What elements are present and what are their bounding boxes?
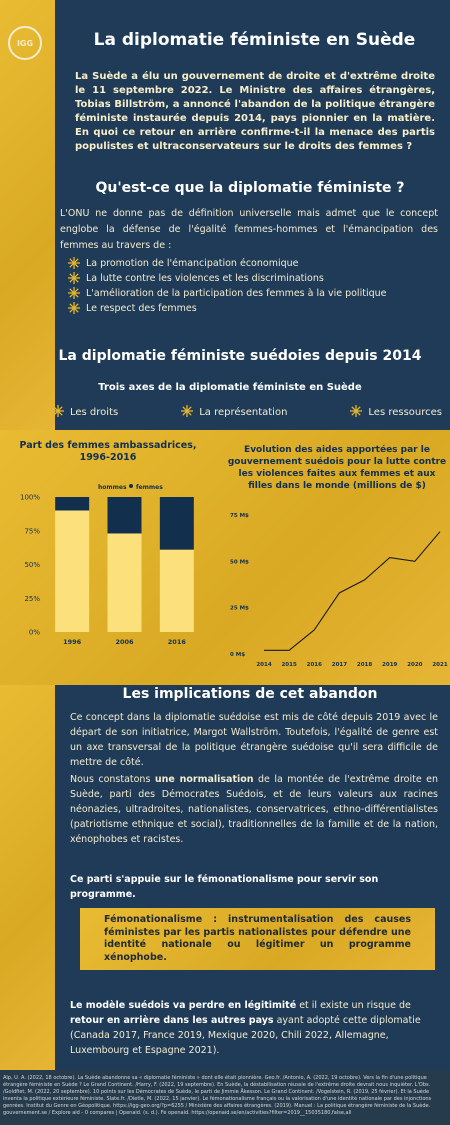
x-tick-label: 2019: [382, 662, 397, 668]
list-text: La lutte contre les violences et les dis…: [86, 273, 324, 284]
chart-title-line: les violences faites aux femmes et aux: [238, 469, 436, 479]
x-tick-label: 2018: [357, 662, 372, 668]
star-icon: [350, 405, 363, 417]
intro: La Suède a élu un gouvernement de droite…: [75, 71, 435, 152]
bar-segment: [159, 549, 194, 632]
y-tick-label: 25%: [24, 595, 40, 603]
legend-swatch: [129, 484, 133, 488]
chart-title: Evolution des aides apportées par le gouv…: [226, 444, 448, 492]
bar-segment: [159, 497, 194, 550]
list-text: Le respect des femmes: [86, 303, 197, 314]
star-icon: [52, 405, 64, 417]
legend-label: hommes: [98, 484, 127, 491]
bar-segment: [55, 497, 90, 511]
x-tick-label: 2021: [432, 662, 447, 668]
axis-text: Les ressources: [368, 407, 442, 418]
star-icon: [68, 287, 80, 299]
section-heading: Qu'est-ce que la diplomatie féministe ?: [95, 180, 405, 196]
chart-title-line: filles dans le monde (millions de $): [248, 481, 426, 491]
text: ayant adopté cette diplomatie (Canada 20…: [70, 1015, 421, 1056]
paragraph: L'ONU ne donne pas de définition univers…: [60, 208, 438, 251]
axes-list: Les droits La représentation Les ressource…: [52, 405, 442, 418]
x-tick-label: 2020: [407, 662, 422, 668]
axis-text: Les droits: [70, 407, 119, 418]
yellow-strip: [0, 0, 55, 430]
chart-title: 1996-2016: [80, 452, 137, 463]
x-tick-label: 2016: [307, 662, 322, 668]
logo: IGG: [8, 26, 42, 60]
legend-label: femmes: [136, 484, 163, 491]
axis-item: Les droits: [52, 405, 118, 418]
x-tick-label: 1996: [63, 638, 82, 646]
paragraph: Le modèle suédois va perdre en légitimit…: [70, 998, 438, 1058]
y-tick-label: 50 M$: [230, 559, 249, 565]
y-tick-label: 50%: [24, 561, 40, 569]
text: une normalisation: [154, 774, 254, 785]
text: Nous constatons: [70, 774, 155, 785]
star-icon: [68, 302, 80, 314]
list: La promotion de l'émancipation économiqu…: [68, 257, 408, 317]
text: retour en arrière dans les autres pays: [70, 1015, 274, 1026]
section-heading: La diplomatie féministe suédoies depuis …: [58, 348, 422, 364]
list-item: Le respect des femmes: [68, 302, 408, 316]
text: de la montée de l'extrême droite en Suèd…: [70, 774, 438, 845]
text: Le modèle suédois va perdre en légitimit…: [70, 1000, 297, 1011]
y-tick-label: 0%: [29, 629, 40, 637]
list-item: La promotion de l'émancipation économiqu…: [68, 257, 408, 271]
references: Alp, U. A. (2022, 18 octobre). La Suède …: [3, 1075, 432, 1116]
yellow-strip: [0, 685, 55, 1070]
y-tick-label: 100%: [20, 494, 40, 502]
quote-box: Fémonationalisme : instrumentalisation d…: [80, 908, 435, 970]
star-icon: [68, 272, 80, 284]
subheading: Trois axes de la diplomatie féministe en…: [98, 382, 362, 393]
list-item: La lutte contre les violences et les dis…: [68, 272, 408, 286]
x-tick-label: 2016: [168, 638, 187, 646]
x-tick-label: 2017: [332, 662, 347, 668]
footer-band: [0, 1070, 450, 1125]
chart: 0 M$ 25 M$ 50 M$ 75 M$ 2014 2015 2016 2017 2018 2…: [230, 513, 448, 668]
y-tick-label: 25 M$: [230, 606, 249, 612]
star-icon: [181, 405, 194, 417]
paragraph: Nous constatons une normalisation de la …: [70, 772, 438, 847]
text: et il existe un risque de: [296, 1000, 411, 1011]
y-tick-label: 75 M$: [230, 513, 249, 519]
chart: Part des femmes ambassadrices,1996-2016 h…: [20, 440, 197, 646]
y-tick-label: 0 M$: [230, 652, 245, 658]
bar-segment: [55, 510, 90, 632]
line: [264, 531, 441, 651]
list-text: L'amélioration de la participation des f…: [86, 288, 387, 299]
list-text: La promotion de l'émancipation économiqu…: [86, 258, 299, 269]
bar-segment: [107, 497, 142, 534]
bar-segment: [107, 533, 142, 632]
x-tick-label: 2014: [256, 662, 271, 668]
chart-title-line: Evolution des aides apportées par le: [244, 445, 430, 455]
axis-text: La représentation: [199, 407, 288, 418]
axis-item: La représentation: [181, 405, 287, 418]
x-tick-label: 2006: [115, 638, 134, 646]
paragraph: Ce concept dans la diplomatie suédoise e…: [70, 712, 438, 768]
x-tick-label: 2015: [281, 662, 296, 668]
section-heading: Les implications de cet abandon: [122, 686, 378, 702]
paragraph: Ce parti s'appuie sur le fémonationalism…: [70, 874, 379, 900]
quote: Fémonationalisme : instrumentalisation d…: [104, 914, 411, 963]
axis-item: Les ressources: [350, 405, 442, 418]
title: La diplomatie féministe en Suède: [93, 30, 416, 50]
star-icon: [68, 257, 80, 269]
chart-title: Part des femmes ambassadrices,: [20, 440, 197, 451]
list-item: L'amélioration de la participation des f…: [68, 287, 408, 301]
chart-title-line: gouvernement suédois pour la lutte contr…: [227, 457, 447, 467]
y-tick-label: 75%: [24, 527, 40, 535]
